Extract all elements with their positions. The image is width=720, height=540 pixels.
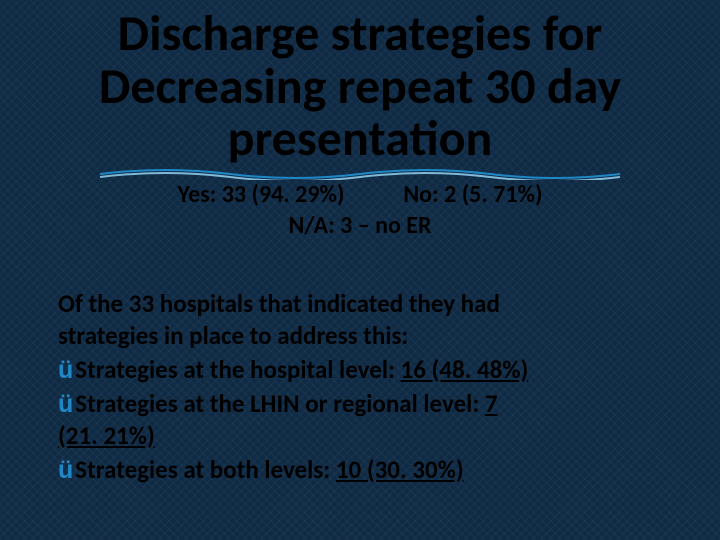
stats-yes: Yes: 33 (94. 29%) (178, 180, 345, 209)
check-icon: ü (58, 354, 73, 386)
title-underline (40, 168, 680, 178)
bullet-2-value-a: 7 (485, 388, 498, 419)
bullet-3-value: 10 (30. 30%) (336, 454, 464, 485)
title-line-1: Discharge strategies for (60, 8, 660, 61)
wave-underline-icon (100, 168, 620, 180)
stats-no: No: 2 (5. 71%) (403, 180, 542, 209)
slide-title: Discharge strategies for Decreasing repe… (40, 8, 680, 166)
bullet-2-value-b: (21. 21%) (58, 420, 155, 451)
bullet-2-text: Strategies at the LHIN or regional level… (75, 388, 485, 419)
slide: Discharge strategies for Decreasing repe… (0, 0, 720, 540)
bullet-2: üStrategies at the LHIN or regional leve… (58, 388, 662, 420)
body-intro-line-1: Of the 33 hospitals that indicated they … (58, 288, 662, 320)
bullet-3: üStrategies at both levels: 10 (30. 30%) (58, 454, 662, 486)
stats-row-1: Yes: 33 (94. 29%) No: 2 (5. 71%) (40, 180, 680, 209)
stats-na: N/A: 3 – no ER (288, 211, 431, 240)
body-block: Of the 33 hospitals that indicated they … (40, 288, 680, 486)
bullet-1-value: 16 (48. 48%) (401, 354, 529, 385)
title-line-3: presentation (60, 113, 660, 166)
bullet-1: üStrategies at the hospital level: 16 (4… (58, 354, 662, 386)
bullet-1-text: Strategies at the hospital level: (75, 354, 400, 385)
title-line-2: Decreasing repeat 30 day (60, 61, 660, 114)
stats-row-2: N/A: 3 – no ER (40, 211, 680, 240)
check-icon: ü (58, 388, 73, 420)
bullet-3-text: Strategies at both levels: (75, 454, 336, 485)
body-intro-line-2: strategies in place to address this: (58, 320, 662, 352)
check-icon: ü (58, 454, 73, 486)
bullet-2-wrap: (21. 21%) (58, 420, 662, 452)
